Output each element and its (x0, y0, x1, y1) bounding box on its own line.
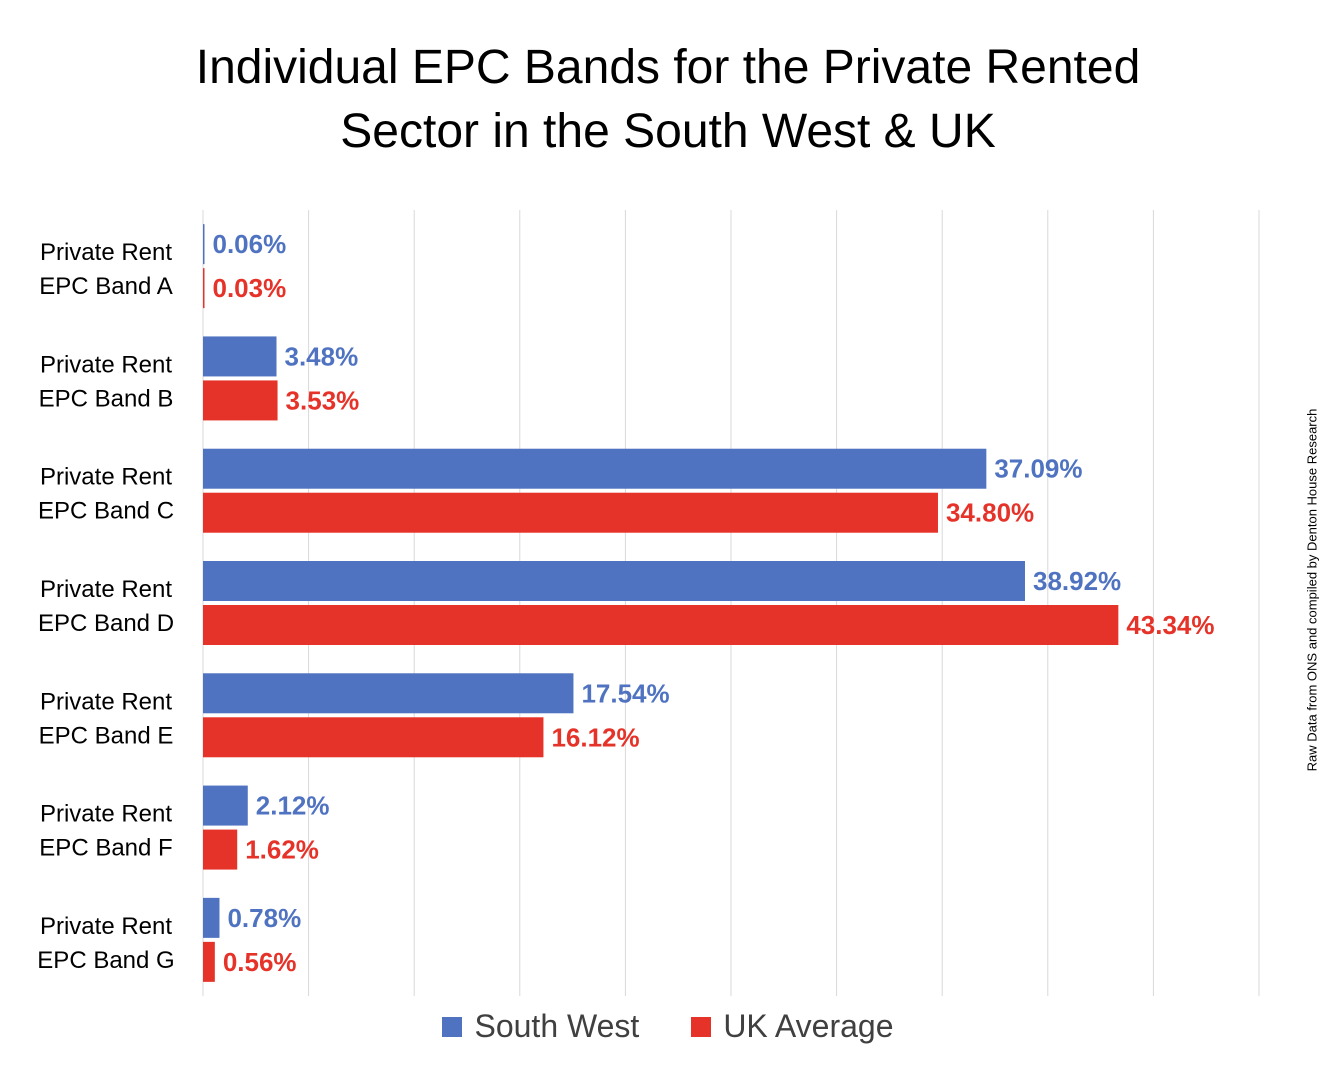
category-label-line: Private Rent (40, 913, 172, 940)
legend: South West UK Average (0, 1008, 1336, 1045)
category-label-line: Private Rent (40, 576, 172, 603)
legend-swatch-south-west (442, 1016, 463, 1037)
data-label: 38.92% (1033, 566, 1121, 596)
category-label-line: Private Rent (40, 351, 172, 378)
data-label: 1.62% (245, 835, 319, 865)
category-label-line: EPC Band C (38, 498, 174, 525)
data-label: 37.09% (994, 454, 1082, 484)
legend-swatch-uk-average (691, 1016, 712, 1037)
data-label: 0.56% (223, 947, 297, 977)
category-label: Private Rent EPC Band E (39, 688, 174, 749)
bar-south-west (203, 336, 277, 377)
chart-title-line-2: Sector in the South West & UK (340, 105, 996, 158)
data-label: 34.80% (946, 498, 1034, 528)
data-label: 17.54% (581, 678, 669, 708)
bar-uk-average (203, 605, 1119, 645)
data-label: 43.34% (1126, 610, 1214, 640)
category-label: Private Rent EPC Band G (37, 913, 174, 974)
bar-south-west (203, 448, 987, 489)
category-label-line: EPC Band F (39, 835, 172, 862)
legend-label-uk-average: UK Average (723, 1008, 894, 1044)
category-label: Private Rent EPC Band B (39, 351, 174, 412)
bar-south-west (203, 785, 248, 826)
data-label: 3.48% (284, 341, 358, 371)
data-label: 0.78% (227, 903, 301, 933)
category-label-line: EPC Band G (37, 947, 174, 974)
category-label-line: Private Rent (40, 801, 172, 828)
category-label: Private Rent EPC Band C (38, 464, 174, 525)
chart-title: Individual EPC Bands for the Private Ren… (0, 36, 1336, 164)
category-label-line: EPC Band E (39, 722, 174, 749)
category-label-line: Private Rent (40, 239, 172, 266)
category-label-line: EPC Band A (39, 273, 172, 300)
category-label-line: EPC Band B (39, 385, 174, 412)
category-label: Private Rent EPC Band F (39, 801, 172, 862)
data-label: 2.12% (256, 791, 330, 821)
category-label-line: Private Rent (40, 688, 172, 715)
category-label: Private Rent EPC Band D (38, 576, 174, 637)
legend-label-south-west: South West (474, 1008, 640, 1044)
bar-uk-average (203, 380, 278, 421)
legend-item-south-west: South West (442, 1008, 639, 1045)
bar-uk-average (203, 717, 544, 758)
data-label: 0.03% (213, 273, 287, 303)
legend-item-uk-average: UK Average (691, 1008, 894, 1045)
data-label: 3.53% (286, 385, 360, 415)
bar-south-west (203, 224, 205, 265)
bar-uk-average (203, 268, 205, 309)
bar-south-west (203, 673, 574, 714)
category-label-line: Private Rent (40, 464, 172, 491)
bar-south-west (203, 897, 220, 938)
bar-south-west (203, 561, 1025, 601)
data-label: 16.12% (551, 722, 639, 752)
data-label: 0.06% (213, 229, 287, 259)
source-note: Raw Data from ONS and compiled by Denton… (1304, 408, 1320, 772)
gridlines (202, 210, 1260, 996)
bar-uk-average (203, 941, 215, 982)
bar-uk-average (203, 492, 938, 533)
bar-uk-average (203, 829, 238, 870)
chart-title-line-1: Individual EPC Bands for the Private Ren… (195, 41, 1141, 94)
category-label: Private Rent EPC Band A (39, 239, 172, 300)
category-label-line: EPC Band D (38, 610, 174, 637)
